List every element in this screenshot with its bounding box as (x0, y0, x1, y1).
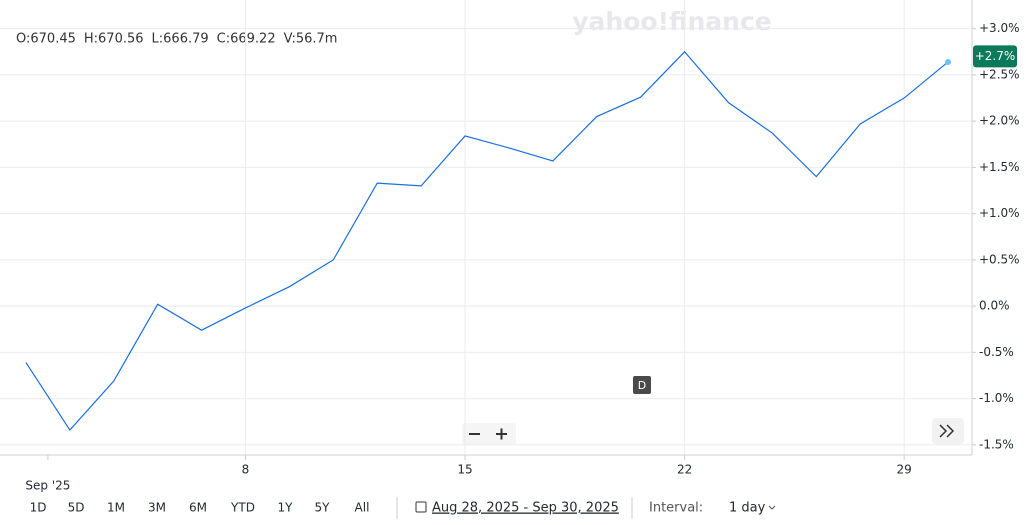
scroll-button[interactable] (932, 418, 964, 444)
y-tick-label: -1.0% (979, 391, 1014, 405)
watermark: yahoo!finance (572, 7, 772, 36)
y-tick-label: +0.5% (979, 252, 1020, 266)
scroll-icon (939, 424, 955, 438)
y-tick-label: +1.0% (979, 206, 1020, 220)
last-badge (973, 45, 1017, 68)
interval-label: Interval: (649, 501, 703, 516)
x-tick-label: 22 (677, 463, 692, 477)
y-tick-label: +2.0% (979, 114, 1020, 128)
zoom-in[interactable] (496, 428, 507, 440)
ohlc-value: H:670.56 (84, 32, 144, 47)
event-label: D (638, 379, 646, 392)
y-tick-label: 0.0% (979, 299, 1010, 313)
chevron (768, 505, 776, 510)
x-tick-label: 29 (896, 463, 911, 477)
ohlc-value: C:669.22 (217, 32, 276, 47)
price-line (25, 50, 949, 432)
x-tick-label: Sep '25 (25, 479, 70, 493)
range-button[interactable]: 6M (189, 501, 207, 515)
x-tick-label: 8 (242, 463, 250, 477)
range-button[interactable]: 5D (68, 501, 85, 515)
range-button[interactable]: 1M (107, 501, 125, 515)
date-range[interactable]: Aug 28, 2025 - Sep 30, 2025 (432, 501, 619, 516)
range-button[interactable]: 1Y (278, 501, 294, 515)
range-button[interactable]: 1D (30, 501, 47, 515)
ohlc-value: O:670.45 (16, 32, 76, 47)
y-tick-label: +3.0% (979, 21, 1020, 35)
last-badge-label: +2.7% (975, 49, 1016, 63)
last-point (945, 58, 952, 65)
y-tick-label: +2.5% (979, 67, 1020, 81)
ohlc-value: V:56.7m (284, 32, 338, 47)
zoom-controls (462, 423, 516, 445)
x-tick-label: 15 (457, 463, 472, 477)
y-tick-label: -0.5% (979, 345, 1014, 359)
interval-value[interactable]: 1 day (729, 501, 766, 516)
range-button[interactable]: 5Y (315, 501, 331, 515)
y-tick-label: -1.5% (979, 437, 1014, 451)
y-tick-label: +1.5% (979, 160, 1020, 174)
range-button[interactable]: All (355, 501, 370, 515)
range-button[interactable]: YTD (230, 501, 255, 515)
range-button[interactable]: 3M (148, 501, 166, 515)
event-marker[interactable] (633, 376, 651, 394)
ohlc-value: L:666.79 (152, 32, 209, 47)
calendar-icon (415, 501, 427, 513)
